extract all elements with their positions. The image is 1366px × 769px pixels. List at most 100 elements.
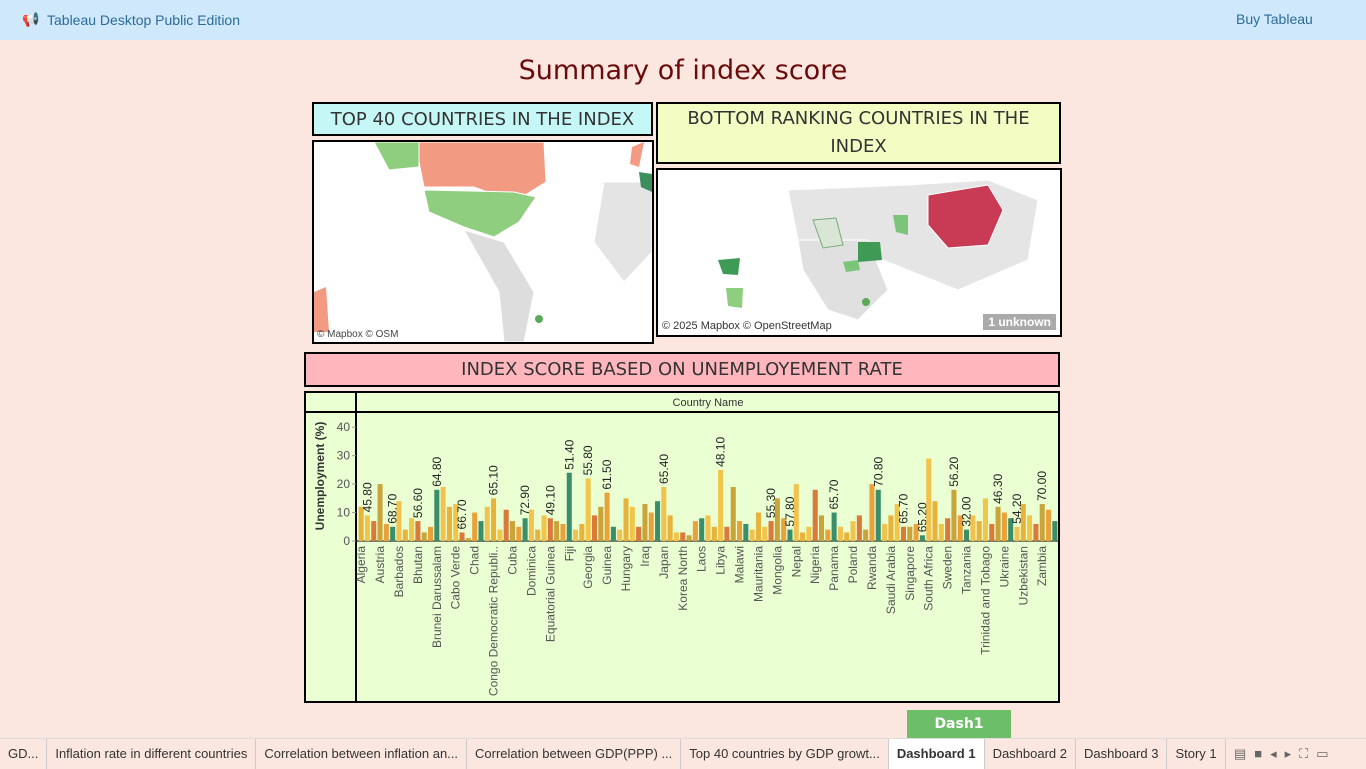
bar xyxy=(491,498,497,541)
x-tick-label: Cuba xyxy=(506,546,520,575)
x-tick-label: Barbados xyxy=(392,546,406,597)
bar xyxy=(484,506,490,541)
x-tick-label: Japan xyxy=(657,546,671,579)
bar xyxy=(434,489,440,541)
bar xyxy=(591,515,598,541)
bar xyxy=(560,523,566,541)
bar xyxy=(535,529,541,541)
bar xyxy=(1020,504,1026,541)
x-tick-label: Ukraine xyxy=(997,546,1011,588)
sheet-tab[interactable]: Correlation between inflation an... xyxy=(256,739,468,769)
bar xyxy=(737,521,743,541)
sheet-tab[interactable]: Story 1 xyxy=(1167,739,1226,769)
bar xyxy=(617,529,623,541)
index-score-label: 65.20 xyxy=(915,502,929,532)
x-tick-label: Zambia xyxy=(1035,546,1049,586)
bar xyxy=(428,526,434,541)
bar xyxy=(465,538,471,541)
bar xyxy=(812,489,818,541)
index-score-label: 70.00 xyxy=(1035,471,1049,501)
bar xyxy=(1046,509,1052,541)
bar xyxy=(844,532,850,541)
bar xyxy=(446,506,452,541)
bar xyxy=(516,526,522,541)
x-tick-label: Cabo Verde xyxy=(449,546,463,610)
bar xyxy=(724,526,730,541)
bar xyxy=(831,512,837,541)
bar xyxy=(995,506,1001,541)
bar xyxy=(755,512,761,541)
x-tick-label: Sweden xyxy=(941,546,955,589)
bar xyxy=(806,526,812,541)
map[interactable]: © Mapbox © OSM xyxy=(312,140,654,344)
sheet-tab[interactable]: Correlation between GDP(PPP) ... xyxy=(467,739,682,769)
bar xyxy=(894,504,900,541)
index-score-label: 32.00 xyxy=(960,496,974,526)
map[interactable]: © 2025 Mapbox © OpenStreetMap 1 unknown xyxy=(656,168,1062,337)
bar xyxy=(402,529,408,541)
index-score-label: 61.50 xyxy=(600,459,614,489)
x-tick-label: Mauritania xyxy=(751,546,765,602)
x-tick-label: Korea North xyxy=(676,546,690,611)
bar xyxy=(730,486,736,541)
x-tick-label: Nepal xyxy=(789,546,803,577)
x-tick-label: Malawi xyxy=(733,546,747,583)
bar xyxy=(945,518,951,541)
index-score-label: 54.20 xyxy=(1010,493,1024,523)
bar xyxy=(642,504,648,541)
x-tick-label: Dominica xyxy=(524,546,538,596)
bar xyxy=(503,509,509,541)
bar xyxy=(573,529,579,541)
bar xyxy=(623,498,629,541)
index-score-label: 57.80 xyxy=(783,496,797,526)
index-score-label: 70.80 xyxy=(871,456,885,486)
x-tick-label: South Africa xyxy=(922,546,936,611)
bar xyxy=(875,489,881,541)
bar xyxy=(970,515,976,541)
x-tick-label: Equatorial Guinea xyxy=(543,546,557,642)
bar xyxy=(409,518,415,541)
sheet-tab[interactable]: Inflation rate in different countries xyxy=(47,739,257,769)
bar xyxy=(705,515,711,541)
bar xyxy=(497,529,503,541)
bar xyxy=(547,518,553,541)
bar xyxy=(610,526,616,541)
x-tick-label: Poland xyxy=(846,546,860,583)
x-tick-label: Trinidad and Tobago xyxy=(978,546,992,655)
bar xyxy=(800,532,806,541)
icon: 📢 xyxy=(22,11,40,27)
bar xyxy=(793,484,799,541)
sheet-tab[interactable]: GD... xyxy=(0,739,48,769)
x-tick-label: Libya xyxy=(714,546,728,575)
bar xyxy=(926,458,932,541)
nav-controls[interactable]: ▤■◂▸⛶▭ xyxy=(1234,746,1337,761)
sheet-tab[interactable]: Top 40 countries by GDP growt... xyxy=(681,739,889,769)
x-tick-label: Saudi Arabia xyxy=(884,546,898,614)
sheet-tab[interactable]: Dashboard 2 xyxy=(985,739,1077,769)
bar xyxy=(768,521,774,541)
bar xyxy=(566,472,572,541)
bar xyxy=(522,518,528,541)
y-tick-label: 40 xyxy=(337,420,351,434)
bar xyxy=(850,521,856,541)
map-shapes xyxy=(314,142,652,342)
bar xyxy=(661,486,667,541)
buy-link[interactable]: Buy Tableau xyxy=(1236,11,1313,27)
index-score-label: 56.60 xyxy=(411,488,425,518)
x-tick-label: Nigeria xyxy=(808,546,822,584)
unknown-badge[interactable]: 1 unknown xyxy=(983,314,1056,330)
bar xyxy=(1014,526,1020,541)
dash-button[interactable]: Dash1 xyxy=(907,710,1011,738)
x-tick-label: Chad xyxy=(468,546,482,575)
sheet-tab[interactable]: Dashboard 1 xyxy=(888,739,985,769)
bar xyxy=(1033,523,1039,541)
index-score-label: 65.10 xyxy=(487,465,501,495)
bar xyxy=(932,501,938,541)
map-title: TOP 40 COUNTRIES IN THE INDEX xyxy=(312,102,653,136)
y-axis-label: Unemployment (%) xyxy=(313,422,327,531)
bar xyxy=(976,521,982,541)
bar xyxy=(989,523,995,541)
bar xyxy=(818,515,825,541)
sheet-tab[interactable]: Dashboard 3 xyxy=(1076,739,1168,769)
